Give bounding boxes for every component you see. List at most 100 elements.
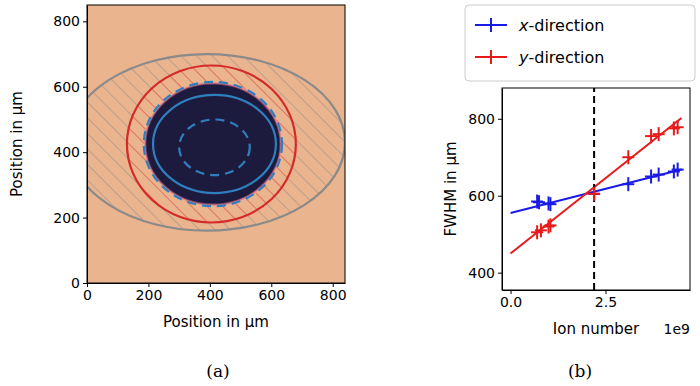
y-tick-mark bbox=[498, 119, 502, 120]
marker-stroke bbox=[650, 129, 652, 143]
y-tick: 200 bbox=[53, 210, 87, 226]
data-point bbox=[653, 168, 665, 182]
y-tick-mark bbox=[83, 87, 87, 88]
marker-stroke bbox=[677, 163, 679, 177]
dark-region bbox=[145, 83, 280, 204]
y-tick-mark bbox=[83, 218, 87, 219]
x-tick: 800 bbox=[320, 283, 347, 303]
ellipse bbox=[153, 95, 276, 193]
y-tick-mark bbox=[83, 283, 87, 284]
legend-box bbox=[465, 5, 695, 81]
marker-stroke bbox=[548, 220, 550, 234]
y-tick-label: 200 bbox=[53, 210, 80, 226]
data-point bbox=[533, 195, 545, 209]
x-tick-label: 400 bbox=[197, 287, 224, 303]
ellipse bbox=[127, 66, 296, 223]
data-point bbox=[672, 120, 684, 134]
y-tick: 400 bbox=[53, 144, 87, 160]
ellipse bbox=[179, 119, 250, 175]
marker-stroke bbox=[490, 18, 492, 32]
data-point bbox=[588, 187, 600, 201]
image-area bbox=[87, 5, 345, 283]
x-tick-label: 200 bbox=[136, 287, 163, 303]
y-tick-mark bbox=[498, 273, 502, 274]
ellipse bbox=[87, 54, 345, 231]
y-tick-mark bbox=[83, 21, 87, 22]
x-axis-label: Position in μm bbox=[163, 313, 269, 331]
x-axis: 0.0 2.5 bbox=[500, 290, 691, 310]
marker-stroke bbox=[549, 197, 551, 211]
y-tick-label: 0 bbox=[71, 275, 80, 291]
data-point bbox=[622, 150, 634, 164]
data-point bbox=[544, 218, 556, 232]
y-tick-label: 400 bbox=[53, 144, 80, 160]
x-axis: 0 200 400 600 800 bbox=[83, 283, 347, 303]
y-axis: 400 600 800 bbox=[468, 89, 502, 291]
y-tick: 800 bbox=[468, 111, 502, 127]
x-tick: 400 bbox=[197, 283, 224, 303]
legend-label: x-direction bbox=[518, 16, 604, 35]
legend-marker bbox=[485, 18, 497, 32]
data-point bbox=[645, 169, 657, 183]
data-point bbox=[645, 129, 657, 143]
data-point bbox=[672, 163, 684, 177]
marker-stroke bbox=[536, 225, 538, 239]
y-axis: 0 200 400 600 800 bbox=[53, 6, 87, 291]
marker-stroke bbox=[673, 164, 675, 178]
fit-line bbox=[511, 118, 682, 253]
plot-area bbox=[511, 88, 684, 290]
marker-stroke bbox=[549, 218, 551, 232]
marker-stroke bbox=[490, 50, 492, 64]
legend-label: y-direction bbox=[518, 48, 604, 67]
x-tick-label: 800 bbox=[320, 287, 347, 303]
y-tick-label: 400 bbox=[468, 265, 495, 281]
y-tick-label: 800 bbox=[468, 111, 495, 127]
marker-stroke bbox=[650, 169, 652, 183]
y-tick: 0 bbox=[71, 275, 87, 291]
plot-frame bbox=[502, 88, 690, 290]
x-tick: 600 bbox=[258, 283, 285, 303]
x-tick: 200 bbox=[136, 283, 163, 303]
data-point bbox=[544, 197, 556, 211]
x-tick: 0.0 bbox=[500, 290, 522, 310]
y-tick-label: 600 bbox=[468, 188, 495, 204]
marker-stroke bbox=[593, 187, 595, 201]
ellipse bbox=[144, 82, 282, 206]
fit-line bbox=[511, 170, 682, 213]
hatched-ring bbox=[127, 66, 296, 223]
y-tick-label: 800 bbox=[53, 13, 80, 29]
legend-marker bbox=[485, 50, 497, 64]
x-tick-label: 0.0 bbox=[500, 294, 522, 310]
marker-stroke bbox=[658, 168, 660, 182]
marker-stroke bbox=[658, 127, 660, 141]
data-point bbox=[543, 220, 555, 234]
axis-offset-label: 1e9 bbox=[664, 321, 690, 337]
figure: 0 200 400 600 800 0 200 400 600 800 Position in μm… bbox=[0, 0, 700, 386]
plot-frame bbox=[87, 5, 345, 283]
marker-stroke bbox=[627, 177, 629, 191]
hatched-ring bbox=[87, 54, 345, 231]
y-tick-label: 600 bbox=[53, 79, 80, 95]
y-tick-mark bbox=[498, 196, 502, 197]
x-axis-label: Ion number bbox=[553, 320, 640, 338]
x-tick-label: 0 bbox=[83, 287, 92, 303]
x-tick: 2.5 bbox=[595, 290, 617, 310]
x-tick-label: 2.5 bbox=[595, 294, 617, 310]
legend: x-direction y-direction bbox=[465, 5, 695, 81]
y-tick: 400 bbox=[468, 265, 502, 281]
y-tick: 600 bbox=[53, 79, 87, 95]
data-point bbox=[622, 177, 634, 191]
marker-stroke bbox=[538, 195, 540, 209]
y-axis-label: Position in μm bbox=[8, 91, 26, 197]
marker-stroke bbox=[593, 187, 595, 201]
x-tick: 0 bbox=[83, 283, 92, 303]
data-point bbox=[588, 187, 600, 201]
y-tick-mark bbox=[83, 152, 87, 153]
data-point bbox=[653, 127, 665, 141]
y-tick: 800 bbox=[53, 13, 87, 29]
y-tick: 600 bbox=[468, 188, 502, 204]
fit-line bbox=[593, 88, 595, 290]
marker-stroke bbox=[673, 121, 675, 135]
caption: (b) bbox=[568, 361, 592, 381]
marker-stroke bbox=[540, 223, 542, 237]
